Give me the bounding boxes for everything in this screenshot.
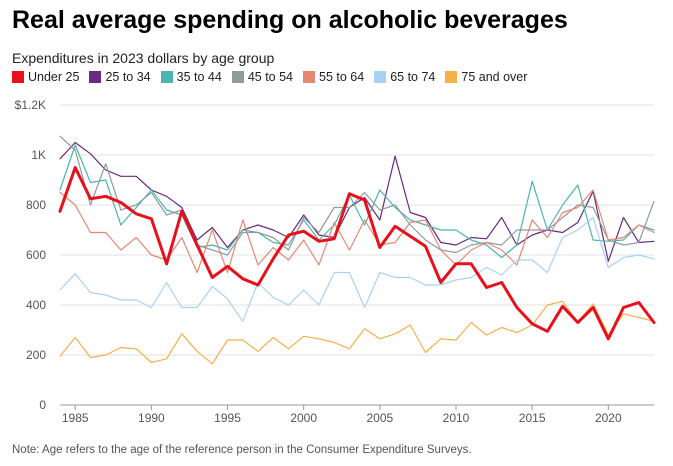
legend-swatch — [89, 71, 102, 83]
x-tick-label: 2020 — [595, 411, 622, 425]
series-line-35-to-44 — [59, 144, 655, 259]
legend-swatch — [160, 71, 173, 83]
y-tick-label: 1K — [31, 148, 46, 162]
x-tick-label: 2015 — [519, 411, 546, 425]
legend-item-65-to-74: 65 to 74 — [374, 70, 435, 84]
x-tick-label: 2005 — [366, 411, 393, 425]
legend-label: 35 to 44 — [176, 70, 222, 84]
footnote: Note: Age refers to the age of the refer… — [12, 444, 472, 456]
legend-label: Under 25 — [28, 70, 80, 84]
legend-swatch — [303, 71, 315, 83]
x-tick-label: 1990 — [138, 411, 165, 425]
legend-swatch — [231, 71, 244, 83]
y-tick-label: 400 — [26, 298, 46, 312]
legend-item-under-25: Under 25 — [12, 70, 79, 84]
legend-item-25-to-34: 25 to 34 — [89, 70, 151, 84]
legend-item-75-and-over: 75 and over — [445, 70, 527, 84]
legend-label: 75 and over — [461, 70, 528, 84]
series-line-65-to-74 — [59, 216, 655, 322]
legend-label: 65 to 74 — [390, 70, 436, 84]
series-line-25-to-34 — [59, 141, 655, 262]
legend-item-35-to-44: 35 to 44 — [160, 70, 222, 84]
legend-label: 45 to 54 — [247, 70, 293, 84]
series-lines — [58, 135, 656, 365]
y-tick-label: 0 — [39, 398, 46, 412]
series-line-55-to-64 — [59, 189, 655, 274]
legend-label: 25 to 34 — [105, 70, 151, 84]
series-line-under-25 — [58, 166, 656, 341]
legend-item-45-to-54: 45 to 54 — [231, 70, 293, 84]
y-tick-label: 800 — [26, 198, 46, 212]
x-tick-label: 2010 — [443, 411, 470, 425]
x-axis-ticks: 1985 1990 1995 2000 2005 2010 2015 2020 — [62, 405, 622, 425]
gridlines — [60, 104, 654, 406]
series-line-45-to-54 — [59, 135, 655, 256]
y-axis-ticks: 0 200 400 600 800 1K $1.2K — [15, 98, 47, 412]
legend-swatch — [12, 71, 24, 83]
legend-label: 55 to 64 — [319, 70, 365, 84]
chart-subtitle: Expenditures in 2023 dollars by age grou… — [12, 50, 275, 66]
y-tick-label: 600 — [26, 248, 46, 262]
series-line-75-and-over — [59, 300, 655, 365]
y-tick-label: 200 — [26, 348, 46, 362]
x-tick-label: 2000 — [290, 411, 317, 425]
x-tick-label: 1995 — [214, 411, 241, 425]
chart-title: Real average spending on alcoholic bever… — [12, 6, 568, 34]
y-tick-label: $1.2K — [15, 98, 46, 112]
legend-swatch — [374, 71, 387, 83]
legend-swatch — [445, 71, 458, 83]
legend: Under 25 25 to 34 35 to 44 45 to 54 55 to 64… — [12, 70, 527, 84]
x-tick-label: 1985 — [62, 411, 89, 425]
legend-item-55-to-64: 55 to 64 — [303, 70, 364, 84]
